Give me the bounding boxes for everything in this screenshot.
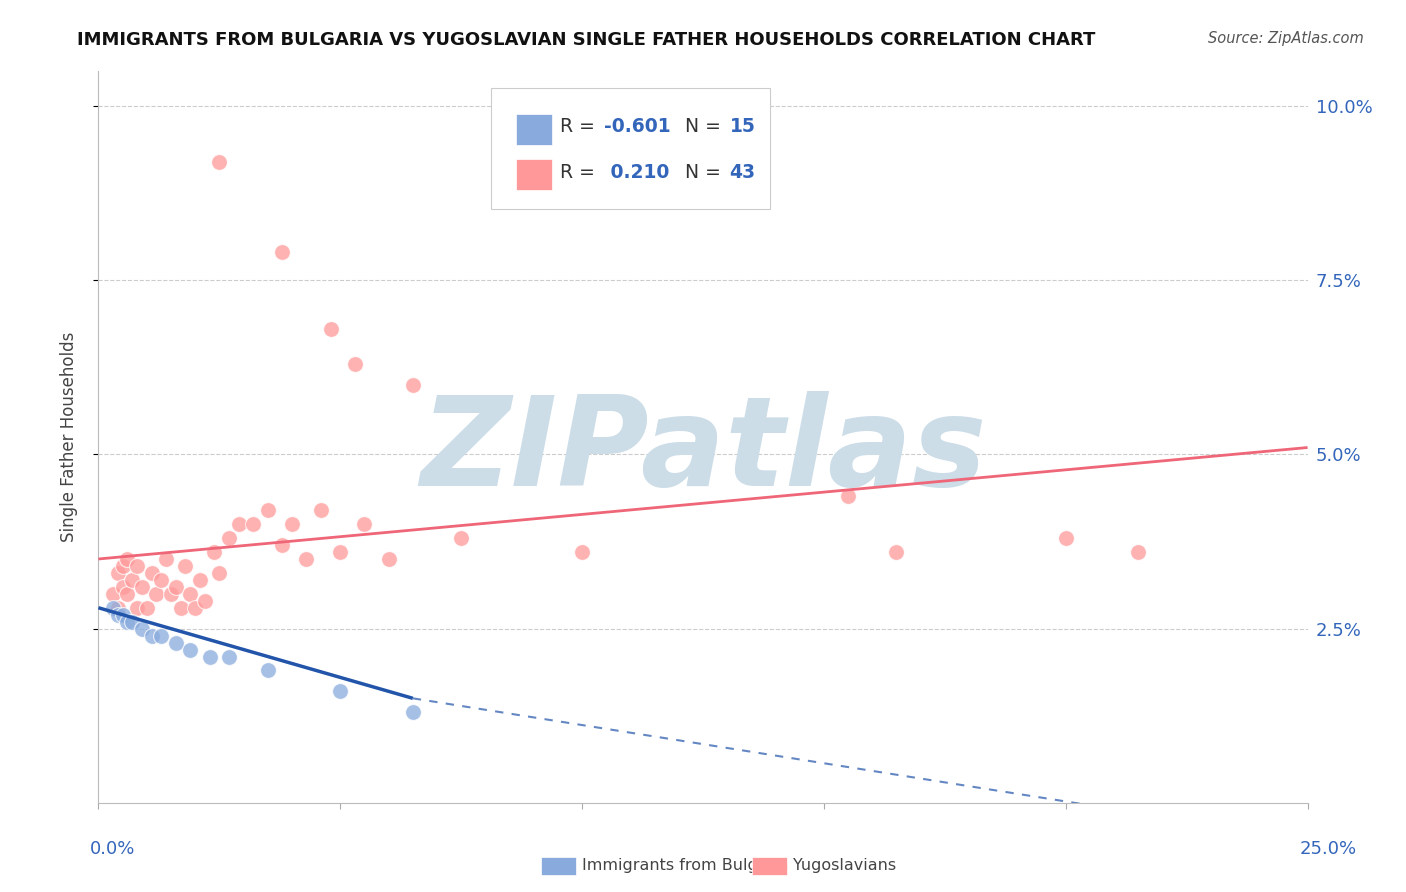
Point [329,684,352,698]
Point [228,517,250,532]
FancyBboxPatch shape [516,159,551,190]
Point [343,357,366,371]
Point [131,580,153,594]
Point [117,587,139,601]
Text: IMMIGRANTS FROM BULGARIA VS YUGOSLAVIAN SINGLE FATHER HOUSEHOLDS CORRELATION CHA: IMMIGRANTS FROM BULGARIA VS YUGOSLAVIAN … [77,31,1095,49]
Text: 0.0%: 0.0% [90,839,135,857]
Point [127,600,149,615]
Point [295,552,318,566]
FancyBboxPatch shape [516,114,551,145]
FancyBboxPatch shape [492,88,769,209]
Point [377,552,399,566]
Point [309,503,332,517]
Point [208,566,231,580]
Point [101,600,124,615]
Point [150,629,173,643]
Point [107,600,129,615]
Point [150,573,173,587]
Text: N =: N = [685,163,727,182]
Point [256,664,278,678]
Point [141,566,163,580]
Point [242,517,264,532]
Point [165,635,187,649]
Text: R =: R = [561,118,602,136]
Point [179,642,201,657]
Point [107,607,129,622]
Point [121,615,143,629]
Point [131,622,153,636]
Point [107,566,129,580]
Point [101,587,124,601]
Point [127,558,149,573]
Point [571,545,593,559]
Point [450,531,472,545]
Text: R =: R = [561,163,602,182]
Text: Yugoslavians: Yugoslavians [793,858,896,872]
Text: Source: ZipAtlas.com: Source: ZipAtlas.com [1208,31,1364,46]
Point [402,705,425,719]
Text: -0.601: -0.601 [603,118,671,136]
Point [353,517,375,532]
Point [169,600,191,615]
Point [184,600,207,615]
Point [208,155,231,169]
Point [165,580,187,594]
Text: Immigrants from Bulgaria: Immigrants from Bulgaria [582,858,789,872]
Point [204,545,226,559]
Point [188,573,211,587]
Point [117,552,139,566]
Text: 25.0%: 25.0% [1301,839,1357,857]
Point [141,629,163,643]
Point [329,545,352,559]
Point [218,649,240,664]
Point [271,538,294,552]
Point [194,594,217,608]
Text: 43: 43 [730,163,756,182]
Point [145,587,167,601]
Point [271,245,294,260]
Point [256,503,278,517]
Point [198,649,221,664]
Point [135,600,157,615]
Text: 15: 15 [730,118,755,136]
Point [155,552,177,566]
Point [111,558,134,573]
Y-axis label: Single Father Households: Single Father Households [59,332,77,542]
Point [402,377,425,392]
Point [111,607,134,622]
Point [111,580,134,594]
Point [1054,531,1077,545]
Point [121,573,143,587]
Point [319,322,342,336]
Point [886,545,908,559]
Text: 0.210: 0.210 [603,163,669,182]
Point [160,587,183,601]
Point [281,517,304,532]
Point [218,531,240,545]
Point [174,558,197,573]
Point [1128,545,1150,559]
Text: N =: N = [685,118,727,136]
Point [837,489,859,503]
Point [117,615,139,629]
Point [179,587,201,601]
Text: ZIPatlas: ZIPatlas [420,392,986,512]
